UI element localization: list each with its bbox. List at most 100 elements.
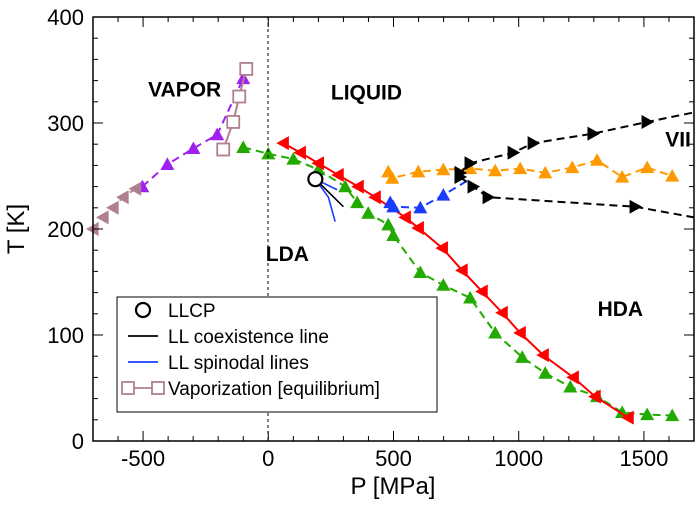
triangle-up-marker: [615, 405, 630, 418]
triangle-left-marker: [128, 181, 142, 196]
x-tick-label: 1500: [619, 446, 668, 471]
series-5: [383, 179, 469, 214]
triangle-up-marker: [463, 161, 478, 175]
triangle-up-marker: [361, 206, 376, 219]
region-label: HDA: [598, 298, 644, 321]
triangle-up-marker: [386, 228, 401, 241]
legend-item: LL spinodal lines: [128, 353, 309, 374]
triangle-left-marker: [475, 284, 488, 299]
triangle-left-marker: [276, 136, 289, 151]
x-axis-label: P [MPa]: [351, 473, 436, 500]
triangle-up-marker: [640, 407, 655, 421]
y-tick-label: 100: [47, 323, 84, 348]
circle-marker: [134, 301, 152, 319]
triangle-left-marker: [455, 263, 468, 278]
triangle-left-marker: [311, 156, 324, 171]
triangle-right-marker: [587, 126, 601, 141]
triangle-up-marker: [563, 379, 578, 393]
x-tick-label: 0: [262, 446, 274, 471]
triangle-left-marker: [96, 210, 109, 225]
triangle-right-marker: [454, 170, 468, 185]
triangle-up-marker: [381, 217, 396, 231]
y-tick-label: 300: [47, 111, 84, 136]
legend-item: Vaporization [equilibrium]: [121, 379, 380, 400]
series-4: [381, 153, 680, 184]
region-label: LIQUID: [331, 82, 402, 105]
triangle-up-marker: [665, 169, 680, 182]
square-marker: [232, 89, 247, 104]
triangle-up-marker: [350, 195, 365, 209]
square-marker: [121, 381, 135, 395]
series-7: [454, 170, 695, 219]
legend-label: Vaporization [equilibrium]: [168, 379, 380, 400]
legend-item: LLCP: [134, 301, 216, 322]
triangle-up-marker: [565, 160, 580, 174]
region-label: LDA: [266, 243, 309, 266]
triangle-up-marker: [538, 165, 553, 179]
triangle-up-marker: [615, 170, 630, 183]
triangle-up-marker: [338, 179, 353, 193]
region-labels: VAPOR LIQUID LDA HDA VII: [148, 79, 691, 321]
triangle-up-marker: [413, 265, 428, 279]
series-line: [389, 179, 469, 209]
legend-label: LLCP: [168, 301, 216, 322]
x-tick-label: -500: [121, 446, 165, 471]
region-label: VII: [665, 128, 691, 151]
x-tick-label: 1000: [494, 446, 543, 471]
legend-box: [116, 296, 438, 413]
triangle-up-marker: [413, 200, 428, 214]
triangle-right-marker: [464, 156, 478, 171]
triangle-left-marker: [588, 389, 601, 404]
series-3: [276, 136, 634, 425]
axes: -500 0 500 1000 1500 0 100 200 300 400: [47, 5, 695, 471]
y-tick-label: 400: [47, 5, 84, 30]
series-12: [307, 171, 324, 188]
series-1: [86, 181, 142, 236]
triangle-right-marker: [467, 179, 481, 194]
triangle-left-marker: [116, 190, 129, 205]
triangle-up-marker: [286, 152, 301, 165]
triangle-up-marker: [236, 140, 251, 153]
triangle-left-marker: [368, 190, 381, 205]
triangle-left-marker: [293, 145, 306, 160]
legend: LLCP LL coexistence line LL spinodal lines…: [116, 296, 438, 413]
triangle-up-marker: [436, 278, 451, 291]
triangle-left-marker: [351, 179, 364, 194]
triangle-left-marker: [435, 241, 448, 256]
triangle-left-marker: [106, 200, 119, 215]
series-8: [216, 62, 254, 157]
plot-marks: [86, 62, 695, 425]
y-tick-label: 0: [72, 429, 84, 454]
region-label: VAPOR: [148, 79, 221, 102]
triangle-up-marker: [488, 163, 503, 177]
triangle-left-marker: [495, 305, 508, 320]
y-axis-label: T [K]: [3, 204, 30, 254]
x-tick-label: 500: [375, 446, 412, 471]
triangle-left-marker: [398, 210, 411, 225]
triangle-up-marker: [590, 153, 605, 166]
triangle-right-marker: [629, 199, 643, 214]
triangle-up-marker: [436, 188, 451, 201]
triangle-left-marker: [621, 410, 634, 425]
triangle-up-marker: [385, 171, 400, 184]
triangle-up-marker: [411, 164, 426, 178]
triangle-up-marker: [160, 157, 175, 170]
triangle-up-marker: [488, 325, 503, 339]
circle-marker: [307, 171, 324, 188]
triangle-up-marker: [386, 199, 401, 213]
triangle-right-marker: [482, 190, 496, 205]
legend-label: LL spinodal lines: [168, 353, 309, 374]
triangle-up-marker: [538, 366, 553, 379]
series-6: [454, 111, 695, 180]
series-line: [387, 159, 673, 180]
triangle-up-marker: [665, 408, 680, 422]
triangle-up-marker: [436, 162, 451, 176]
triangle-up-marker: [261, 146, 276, 160]
triangle-left-marker: [513, 325, 526, 340]
series-line: [222, 68, 248, 150]
triangle-up-marker: [640, 160, 655, 174]
series-line: [459, 176, 695, 219]
legend-label: LL coexistence line: [168, 327, 329, 348]
square-marker: [226, 115, 241, 129]
